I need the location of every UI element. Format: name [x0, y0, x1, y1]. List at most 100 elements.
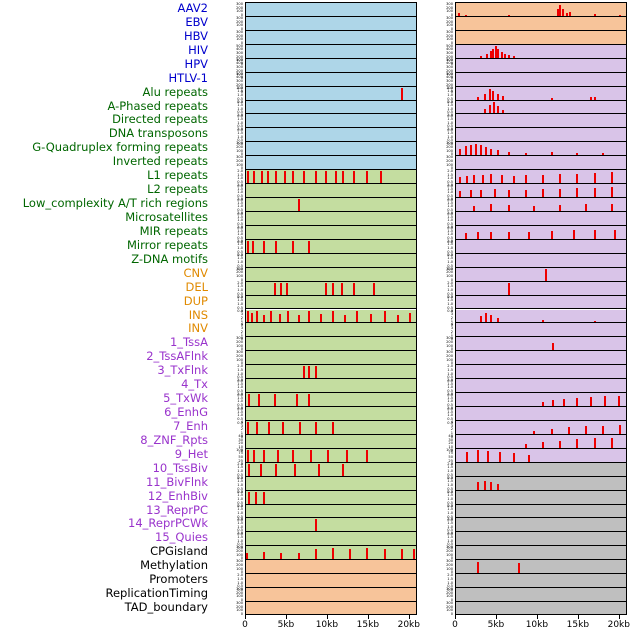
track-row: [246, 504, 416, 519]
data-bar: [260, 171, 263, 184]
x-tick-mark: [408, 615, 410, 619]
data-bar: [502, 95, 505, 100]
data-bar: [342, 463, 345, 476]
track-row: [246, 602, 416, 614]
data-bar: [459, 148, 462, 156]
y-tick-labels: 2.0 1.5 1.0 0.5 0.0: [237, 573, 243, 592]
data-bar: [349, 548, 352, 560]
y-tick-labels: 2.0 1.5 1.0 0.5 0.0: [237, 127, 243, 146]
y-tick-labels: 2.0 1.5 1.0 0.5 0.0: [237, 461, 243, 481]
data-bar: [275, 463, 278, 476]
data-bar: [568, 11, 571, 16]
data-bar: [593, 187, 596, 198]
left-panel: [245, 2, 417, 615]
data-bar: [314, 366, 317, 379]
data-bar: [263, 552, 266, 560]
track-label: L1 repeats: [147, 168, 208, 183]
data-bar: [559, 188, 562, 198]
y-tick-labels: 2.0 1.5 1.0 0.5 0.0: [237, 85, 243, 105]
track-row: [456, 379, 626, 394]
data-bar: [465, 14, 468, 16]
track-label: AAV2: [177, 1, 208, 15]
y-tick-labels: 2.0 1.5 1.0 0.5 0.0: [447, 517, 453, 537]
y-tick-labels: 2.0 1.5 1.0 0.5 0.0: [447, 183, 453, 202]
track-label: 4_Tx: [181, 377, 208, 392]
track-row: [456, 72, 626, 87]
data-bar: [345, 449, 348, 462]
track-label: 6_EnhG: [164, 405, 208, 420]
y-tick-labels: 300 200 100 0: [446, 2, 453, 17]
track-row: [456, 184, 626, 199]
track-row: [246, 114, 416, 129]
x-tick-label: 20kb: [607, 620, 630, 630]
track-label: 8_ZNF_Rpts: [140, 432, 208, 447]
data-bar: [383, 310, 386, 323]
track-row: [246, 518, 416, 533]
data-bar: [259, 463, 262, 476]
y-tick-labels: 2.0 1.5 1.0 0.5 0.0: [237, 169, 243, 188]
track-row: [246, 211, 416, 226]
data-bar: [275, 171, 278, 184]
x-tick-mark: [285, 615, 287, 619]
data-bar: [490, 204, 493, 211]
data-bar: [493, 189, 496, 198]
data-bar: [533, 430, 536, 434]
y-tick-labels: 2.0 1.5 1.0 0.5 0.0: [237, 224, 243, 244]
track-row: [456, 518, 626, 533]
data-bar: [314, 171, 317, 184]
data-bar: [497, 483, 500, 490]
data-bar: [486, 53, 489, 58]
data-bar: [550, 97, 553, 100]
data-bar: [247, 491, 250, 504]
data-bar: [497, 49, 500, 58]
y-tick-labels: 2.0 1.5 1.0 0.5 0.0: [447, 378, 453, 397]
data-bar: [593, 438, 596, 448]
y-tick-labels: 300 200 100 0: [236, 559, 243, 575]
data-bar: [485, 313, 488, 323]
x-tick-label: 15kb: [566, 620, 590, 630]
y-tick-labels: 100 75 50 25 0: [446, 447, 453, 467]
data-bar: [559, 440, 562, 448]
track-label: Mirror repeats: [126, 237, 208, 252]
data-bar: [266, 171, 269, 184]
track-label: 5_TxWk: [163, 391, 208, 406]
data-bar: [492, 91, 495, 100]
track-row: [246, 198, 416, 212]
track-label: Promoters: [149, 572, 208, 587]
data-bar: [332, 547, 334, 560]
data-bar: [512, 56, 515, 58]
track-label: Directed repeats: [112, 112, 208, 127]
data-bar: [332, 310, 334, 323]
data-bar: [283, 171, 286, 184]
track-row: [246, 476, 416, 491]
data-bar: [542, 189, 544, 198]
data-bar: [593, 229, 596, 239]
track-label: CNV: [183, 265, 209, 280]
data-bar: [246, 552, 248, 560]
data-bar: [507, 151, 510, 156]
data-bar: [566, 12, 569, 16]
y-tick-labels: 300 200 100 0: [236, 2, 243, 17]
track-row: [246, 379, 416, 394]
track-row: [456, 44, 626, 59]
track-label: 12_EnhBiv: [147, 488, 208, 503]
track-row: [456, 490, 626, 505]
data-bar: [246, 421, 249, 434]
data-bar: [617, 395, 620, 406]
data-bar: [497, 150, 500, 156]
data-bar: [278, 314, 281, 323]
y-tick-labels: 2.0 1.5 1.0 0.5 0.0: [237, 364, 243, 383]
data-bar: [499, 452, 501, 462]
x-tick-label: 0: [452, 620, 458, 630]
data-bar: [524, 152, 527, 156]
track-row: [456, 602, 626, 614]
track-label: 14_ReprPCWk: [128, 516, 208, 531]
data-bar: [400, 87, 403, 100]
data-bar: [550, 231, 553, 239]
data-bar: [562, 398, 565, 406]
track-label: INV: [188, 321, 208, 336]
y-tick-labels: 2.0 1.5 1.0 0.5 0.0: [447, 127, 453, 146]
track-row: [456, 30, 626, 45]
y-tick-labels: 300 200 100 0: [446, 559, 453, 575]
